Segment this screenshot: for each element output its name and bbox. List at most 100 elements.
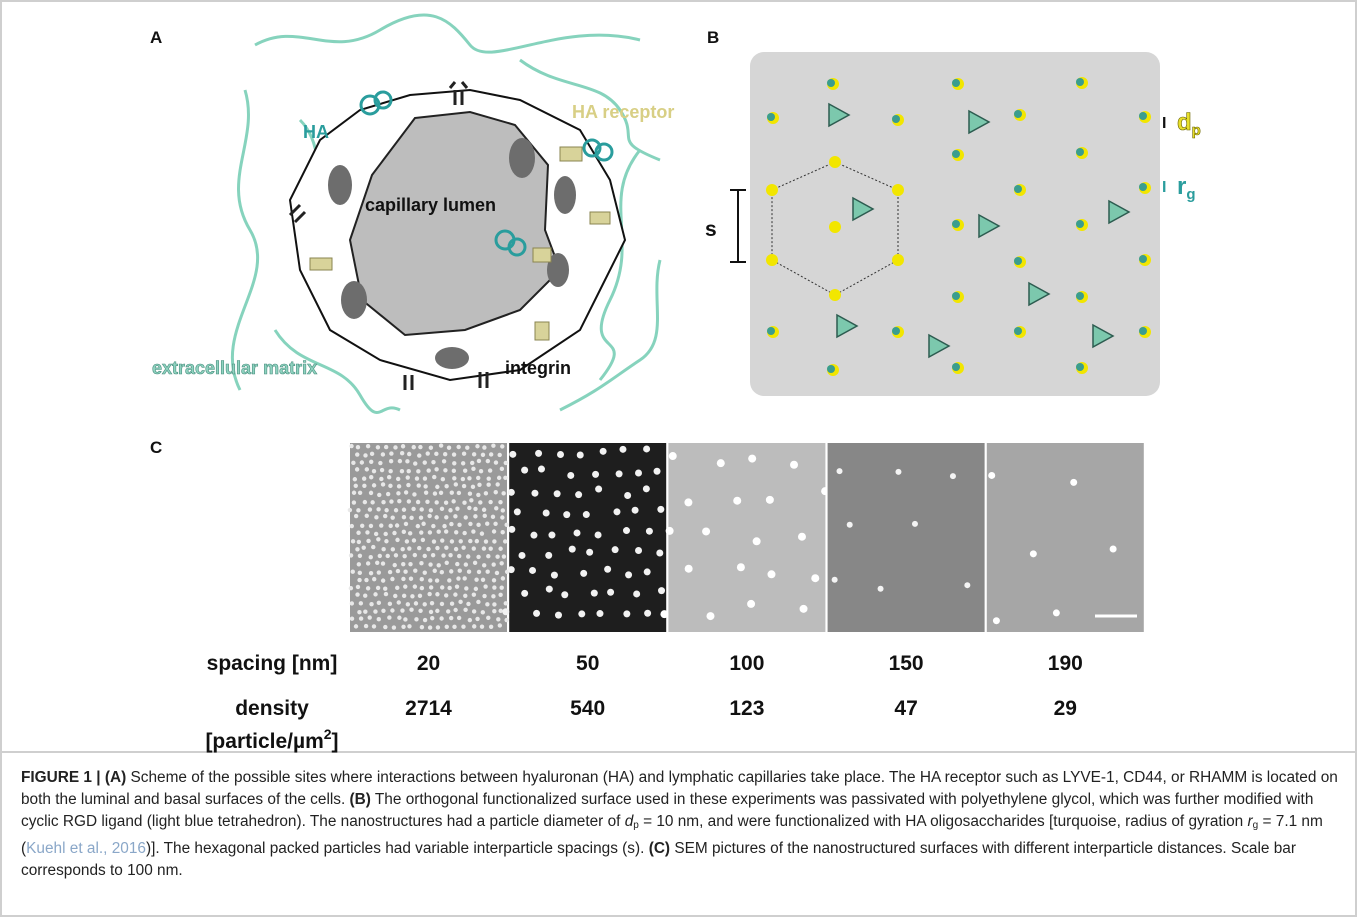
dp-label: dp	[1177, 109, 1201, 139]
nanoparticle	[465, 446, 469, 450]
nanoparticle	[453, 514, 457, 518]
nanoparticle	[447, 586, 451, 590]
nanoparticle	[358, 571, 362, 575]
nanoparticle	[369, 491, 373, 495]
nanoparticle	[489, 546, 493, 550]
nanoparticle	[353, 477, 357, 481]
nanoparticle	[600, 448, 607, 455]
nanoparticle	[351, 570, 355, 574]
nanoparticle	[398, 459, 402, 463]
nanoparticle	[502, 608, 509, 615]
nanoparticle	[733, 497, 741, 505]
nanoparticle	[354, 514, 358, 518]
nanoparticle	[462, 531, 466, 535]
density-value: 123	[729, 697, 764, 720]
nanoparticle	[477, 570, 481, 574]
nanoparticle	[508, 526, 515, 533]
caption-run: )]. The hexagonal packed particles had v…	[146, 840, 649, 857]
lumen-label: capillary lumen	[365, 195, 496, 215]
nanoparticle	[454, 530, 458, 534]
nanoparticle	[450, 539, 454, 543]
nanoparticle	[354, 624, 358, 628]
nanoparticle	[491, 515, 495, 519]
nanoparticle	[567, 472, 574, 479]
particle	[766, 254, 778, 266]
nanoparticle	[837, 468, 843, 474]
nanoparticle	[431, 524, 435, 528]
nanoparticle	[454, 482, 458, 486]
nanoparticle	[467, 569, 471, 573]
ha	[767, 327, 775, 335]
nanoparticle	[666, 527, 674, 535]
nanoparticle	[429, 446, 433, 450]
panel-label: C	[150, 438, 162, 457]
nanoparticle	[426, 451, 430, 455]
nanoparticle	[476, 600, 480, 604]
nanoparticle	[452, 461, 456, 465]
nanoparticle	[485, 521, 489, 525]
nanoparticle	[390, 577, 394, 581]
nanoparticle	[499, 609, 503, 613]
nanoparticle	[408, 531, 412, 535]
nanoparticle	[472, 592, 476, 596]
nanoparticle	[488, 468, 492, 472]
nanoparticle	[376, 586, 380, 590]
nanoparticle	[355, 592, 359, 596]
nanoparticle	[423, 484, 427, 488]
nanoparticle	[443, 468, 447, 472]
nanoparticle	[462, 484, 466, 488]
nanoparticle	[358, 491, 362, 495]
nanoparticle	[392, 531, 396, 535]
nanoparticle	[421, 538, 425, 542]
nanoparticle	[491, 594, 495, 598]
nanoparticle	[656, 550, 663, 557]
nanoparticle	[482, 563, 486, 567]
nanoparticle	[369, 555, 373, 559]
nanoparticle	[414, 617, 418, 621]
nanoparticle	[446, 609, 450, 613]
nanoparticle	[381, 482, 385, 486]
nanoparticle	[372, 483, 376, 487]
nanoparticle	[472, 546, 476, 550]
nanoparticle	[356, 445, 360, 449]
nanoparticle	[423, 460, 427, 464]
nanoparticle	[441, 477, 445, 481]
nanoparticle	[497, 476, 501, 480]
nanoparticle	[372, 577, 376, 581]
caption-run: (A)	[105, 769, 126, 786]
density-unit: [particle/µm2]	[205, 726, 338, 753]
nanoparticle	[444, 529, 448, 533]
spacing-value: 150	[889, 652, 924, 675]
nanoparticle	[492, 585, 496, 589]
nanoparticle	[406, 602, 410, 606]
nanoparticle	[462, 452, 466, 456]
ha	[1014, 257, 1022, 265]
citation-link[interactable]: Kuehl et al., 2016	[26, 840, 146, 857]
nanoparticle	[380, 468, 384, 472]
nanoparticle	[352, 500, 356, 504]
nanoparticle	[483, 514, 487, 518]
nanoparticle	[379, 523, 383, 527]
nanoparticle	[501, 508, 505, 512]
nanoparticle	[429, 508, 433, 512]
nanoparticle	[456, 445, 460, 449]
nanoparticle	[449, 522, 453, 526]
nanoparticle	[423, 476, 427, 480]
nanoparticle	[472, 452, 476, 456]
ha	[952, 150, 960, 158]
nanoparticle	[407, 499, 411, 503]
nanoparticle	[596, 610, 603, 617]
nanoparticle	[435, 609, 439, 613]
nanoparticle	[403, 570, 407, 574]
nanoparticle	[811, 574, 819, 582]
nanoparticle	[486, 482, 490, 486]
nanoparticle	[402, 515, 406, 519]
nanoparticle	[604, 566, 611, 573]
nanoparticle	[354, 484, 358, 488]
nanoparticle	[529, 567, 536, 574]
nanoparticle	[431, 460, 435, 464]
nanoparticle	[369, 460, 373, 464]
nanoparticle	[388, 484, 392, 488]
nanoparticle	[471, 485, 475, 489]
nanoparticle	[413, 584, 417, 588]
